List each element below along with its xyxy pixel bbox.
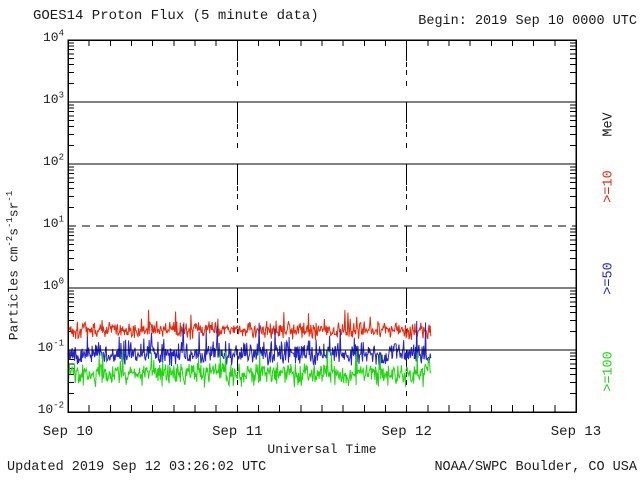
flux-series-100 <box>67 350 432 388</box>
plot-frame <box>67 39 577 413</box>
y-axis-title: Particles cm-2s-1sr-1 <box>5 190 22 341</box>
series-label-100: >=100 <box>601 351 617 392</box>
y-tick-label: 104 <box>42 28 64 45</box>
y-tick-label: 101 <box>42 214 64 231</box>
flux-series-10 <box>67 309 432 340</box>
x-tick-label: Sep 11 <box>212 424 263 440</box>
flux-series-50 <box>67 320 432 367</box>
y-tick-label: 102 <box>42 152 64 169</box>
x-tick-label: Sep 12 <box>381 424 432 440</box>
data-source: NOAA/SWPC Boulder, CO USA <box>434 460 637 475</box>
y-tick-label: 10-1 <box>37 338 64 355</box>
updated-timestamp: Updated 2019 Sep 12 03:26:02 UTC <box>7 460 267 475</box>
x-tick-label: Sep 10 <box>42 424 94 440</box>
x-axis-title: Universal Time <box>267 442 377 457</box>
y-tick-label: 10-2 <box>37 400 64 417</box>
y-tick-label: 103 <box>42 90 64 107</box>
chart-title: GOES14 Proton Flux (5 minute data) <box>33 8 319 24</box>
begin-timestamp: Begin: 2019 Sep 10 0000 UTC <box>418 14 637 29</box>
x-tick-label: Sep 13 <box>550 424 602 440</box>
y-tick-label: 100 <box>42 276 64 293</box>
